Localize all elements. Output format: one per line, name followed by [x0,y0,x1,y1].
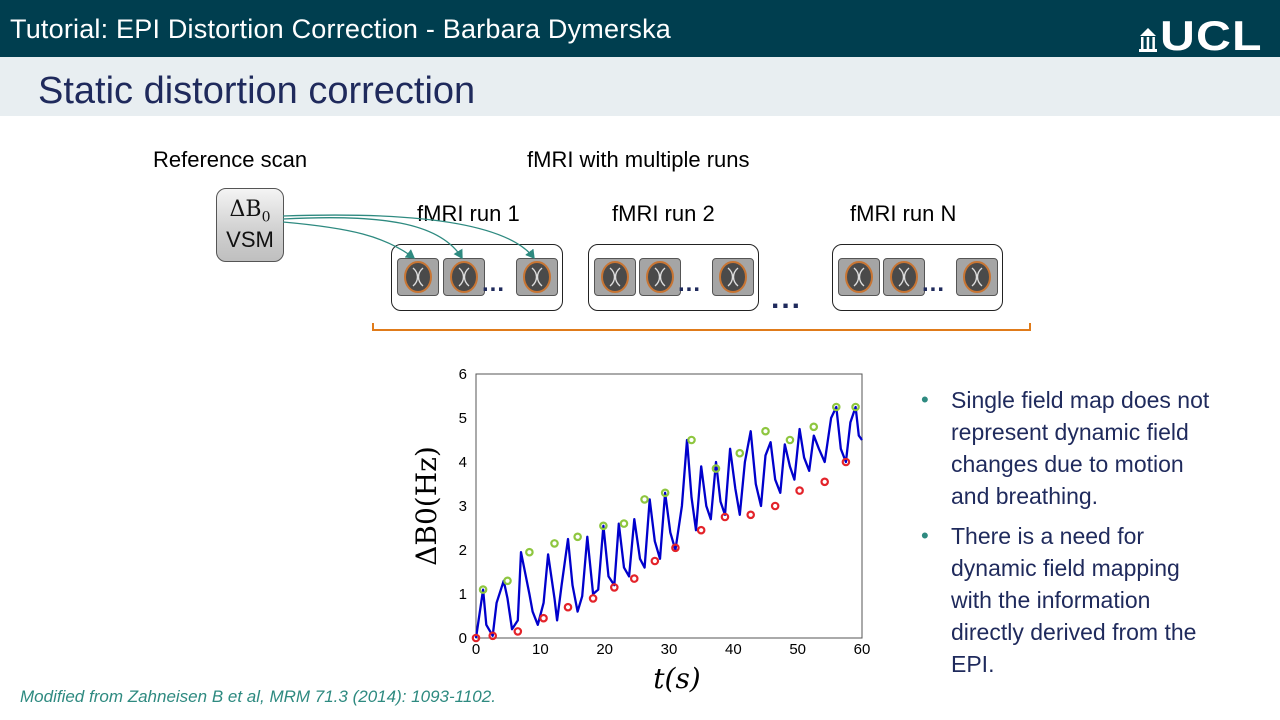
peak-marker [478,585,488,594]
vsm-arrow-2 [282,217,463,260]
brain-slice-icon [397,258,439,296]
x-axis-label: t(s) [653,662,700,695]
vsm-label: VSM [226,227,274,253]
trough-marker [539,613,548,623]
x-tick-label: 50 [789,641,806,658]
peak-marker [831,402,841,412]
field-drift-chart: 0 10 20 30 40 50 60 0 1 2 3 4 5 6 t(s) ΔB0(Hz) [410,366,871,695]
y-tick-label: 5 [459,410,467,427]
peak-marker [761,426,770,436]
brain-slice-icon [639,258,681,296]
y-tick-label: 4 [459,454,467,471]
header-title: Tutorial: EPI Distortion Correction - Ba… [10,14,672,44]
vsm-delta-b0: ΔB0 [229,197,271,226]
brain-slice-icon [516,258,558,296]
brain-slice-icon [712,258,754,296]
trough-marker [746,510,756,520]
brain-slice-icon [838,258,880,296]
trough-marker [795,486,804,495]
runs-ellipsis: ... [771,282,803,315]
citation: Modified from Zahneisen B et al, MRM 71.… [20,687,496,706]
bullet-item-1: Single field map does not represent dyna… [921,384,1221,512]
header-bar: Tutorial: EPI Distortion Correction - Ba… [0,0,1280,57]
trough-marker [720,512,730,522]
trough-marker [650,556,660,566]
run-2-label: fMRI run 2 [612,201,715,226]
peak-marker [785,435,795,445]
runs-bracket [372,323,1031,331]
peak-marker [687,435,696,445]
peak-marker [550,539,559,548]
y-tick-label: 6 [459,366,467,383]
x-tick-label: 10 [532,641,549,658]
logo-text: UCL [1160,12,1263,59]
y-tick-label: 3 [459,498,467,515]
vsm-arrow-1 [282,221,416,259]
trough-marker [841,457,851,467]
peak-marker [851,402,860,412]
peak-marker [573,532,582,542]
y-axis-label: ΔB0(Hz) [410,446,443,566]
x-tick-label: 0 [472,641,480,658]
x-tick-label: 40 [725,641,742,658]
brain-slice-icon [883,258,925,296]
peak-marker [735,448,745,458]
y-tick-label: 0 [459,630,467,647]
y-tick-label: 1 [459,586,467,603]
plot-area [475,373,863,639]
run-n-ellipsis: ... [922,270,946,297]
run-1-ellipsis: ... [482,270,506,297]
slide-title: Static distortion correction [38,70,476,112]
peak-marker [660,488,670,498]
bullet-list: Single field map does not represent dyna… [921,384,1221,688]
peak-marker [599,521,608,531]
fmri-multiple-runs-label: fMRI with multiple runs [527,147,750,172]
trough-marker [696,525,706,535]
trough-marker [610,583,619,592]
reference-scan-label: Reference scan [153,147,308,172]
peak-marker [809,422,819,432]
peak-marker [619,519,629,528]
trough-marker [820,477,829,487]
series-line [474,405,863,639]
peak-marker [640,495,649,504]
trough-marker [563,602,573,612]
bullet-item-2: There is a need for dynamic field mappin… [921,520,1221,680]
trough-marker [671,543,680,553]
x-tick-label: 60 [854,641,871,658]
brain-slice-icon [443,258,485,296]
trough-marker [588,594,598,603]
peak-marker [525,547,534,557]
y-tick-label: 2 [459,542,467,559]
trough-marker [513,627,523,636]
brain-slice-icon [956,258,998,296]
run-1-label: fMRI run 1 [417,201,520,226]
run-n-label: fMRI run N [850,201,957,226]
vsm-box: ΔB0 VSM [216,188,284,262]
vsm-arrow-3 [282,214,535,260]
trough-marker [488,631,498,641]
peak-marker [711,464,721,473]
trough-marker [471,633,481,643]
title-band [0,57,1280,116]
brain-slice-icon [594,258,636,296]
trough-marker [629,574,639,583]
run-2-ellipsis: ... [678,270,702,297]
x-tick-label: 20 [596,641,613,658]
trough-marker [770,501,780,511]
portico-icon [1139,28,1157,52]
x-tick-label: 30 [661,641,678,658]
peak-marker [503,576,512,586]
